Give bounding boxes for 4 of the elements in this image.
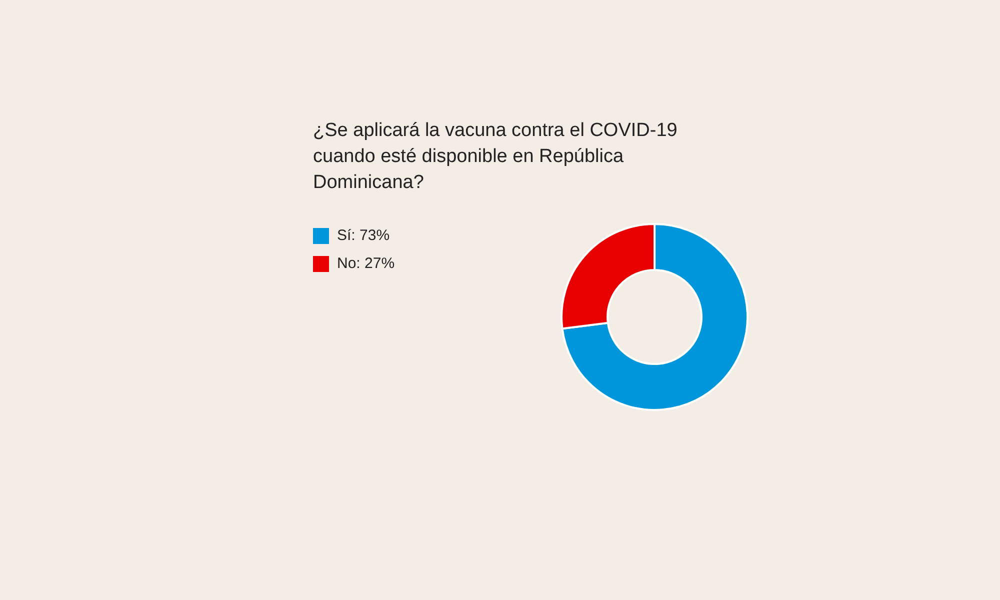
legend-label: Sí: 73% (337, 227, 390, 244)
chart-title: ¿Se aplicará la vacuna contra el COVID-19 cuando esté disponible en República Dominicana? (313, 119, 678, 195)
donut-slice (561, 223, 748, 411)
legend-label: No: 27% (337, 255, 395, 272)
